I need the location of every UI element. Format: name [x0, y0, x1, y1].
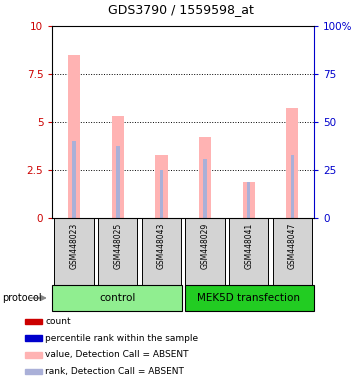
Text: GSM448041: GSM448041	[244, 223, 253, 269]
Text: GDS3790 / 1559598_at: GDS3790 / 1559598_at	[108, 3, 253, 16]
Bar	[185, 218, 225, 285]
Bar	[160, 170, 163, 218]
Bar	[68, 55, 80, 218]
Text: GSM448047: GSM448047	[288, 223, 297, 270]
Text: protocol: protocol	[2, 293, 42, 303]
Bar	[273, 218, 312, 285]
Bar	[199, 137, 211, 218]
Text: control: control	[100, 293, 136, 303]
Bar	[25, 369, 42, 374]
Bar	[25, 319, 42, 324]
Bar	[73, 141, 76, 218]
Bar	[243, 182, 255, 218]
Text: MEK5D transfection: MEK5D transfection	[197, 293, 300, 303]
Bar	[155, 155, 168, 218]
Bar	[247, 182, 251, 218]
Text: GSM448043: GSM448043	[157, 223, 166, 270]
Bar	[184, 285, 314, 311]
Bar	[25, 352, 42, 358]
Text: value, Detection Call = ABSENT: value, Detection Call = ABSENT	[45, 351, 188, 359]
Bar	[55, 218, 94, 285]
Text: GSM448029: GSM448029	[200, 223, 209, 269]
Bar	[25, 336, 42, 341]
Bar	[142, 218, 181, 285]
Bar	[112, 116, 124, 218]
Bar	[52, 285, 182, 311]
Bar	[229, 218, 268, 285]
Text: count: count	[45, 317, 71, 326]
Bar	[116, 146, 119, 218]
Bar	[98, 218, 138, 285]
Text: percentile rank within the sample: percentile rank within the sample	[45, 334, 198, 343]
Bar	[286, 108, 299, 218]
Bar	[291, 155, 294, 218]
Text: rank, Detection Call = ABSENT: rank, Detection Call = ABSENT	[45, 367, 184, 376]
Text: GSM448025: GSM448025	[113, 223, 122, 269]
Text: GSM448023: GSM448023	[70, 223, 79, 269]
Bar	[203, 159, 207, 218]
